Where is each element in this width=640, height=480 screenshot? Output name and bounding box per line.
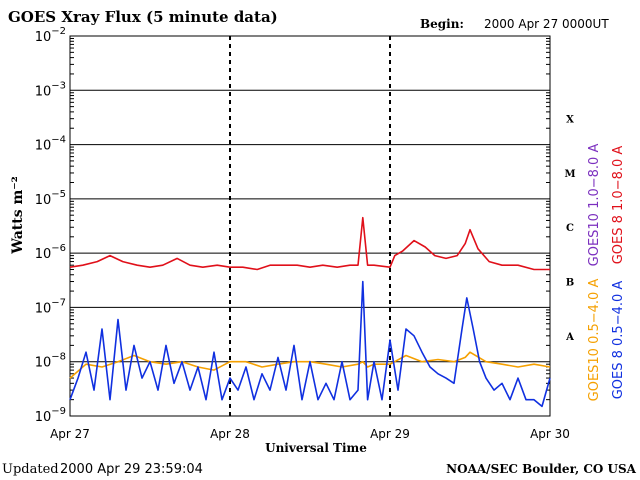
y-tick-label: 10−7 <box>35 297 66 316</box>
legend-entry: GOES 8 0.5−4.0 A <box>611 281 626 400</box>
legend: GOES10 1.0−8.0 A GOES 8 1.0−8.0 A GOES10 0… <box>587 144 626 402</box>
begin-value: 2000 Apr 27 0000UT <box>484 17 609 31</box>
y-tick-label: 10−8 <box>35 352 66 371</box>
y-tick-label: 10−4 <box>35 135 66 154</box>
y-tick-label: 10−2 <box>35 26 66 45</box>
flare-class-label: C <box>566 223 574 234</box>
begin-label: Begin: <box>420 17 464 31</box>
y-tick-labels: 10−9 10−8 10−7 10−6 10−5 10−4 10−3 10−2 <box>35 26 66 425</box>
series-line <box>69 280 551 408</box>
updated-label: Updated <box>2 462 59 477</box>
y-tick-label: 10−3 <box>35 80 66 99</box>
legend-entry: GOES 8 1.0−8.0 A <box>611 146 626 265</box>
x-tick-labels: Apr 27 Apr 28 Apr 29 Apr 30 <box>50 427 570 441</box>
flare-class-label: A <box>565 332 574 343</box>
series-line <box>69 351 551 379</box>
chart-title: GOES Xray Flux (5 minute data) <box>8 8 278 26</box>
flare-class-label: X <box>566 115 574 126</box>
flare-class-labels: A B C M X <box>564 115 575 343</box>
series-layer <box>69 216 551 408</box>
series-line <box>69 216 550 271</box>
flare-class-label: B <box>566 278 574 289</box>
flare-class-label: M <box>564 169 575 180</box>
y-tick-label: 10−9 <box>35 406 66 425</box>
legend-entry: GOES10 1.0−8.0 A <box>587 144 602 267</box>
y-tick-label: 10−6 <box>35 243 66 262</box>
x-tick-label: Apr 27 <box>50 427 90 441</box>
updated-value: 2000 Apr 29 23:59:04 <box>60 462 203 477</box>
y-axis-title: Watts m⁻² <box>10 176 26 255</box>
y-tick-label: 10−5 <box>35 189 66 208</box>
legend-entry: GOES10 0.5−4.0 A <box>587 279 602 402</box>
x-tick-label: Apr 29 <box>370 427 410 441</box>
grid-layer <box>70 35 550 417</box>
credit-text: NOAA/SEC Boulder, CO USA <box>446 462 637 476</box>
x-tick-label: Apr 30 <box>530 427 570 441</box>
x-tick-label: Apr 28 <box>210 427 250 441</box>
x-axis-title: Universal Time <box>265 441 367 455</box>
